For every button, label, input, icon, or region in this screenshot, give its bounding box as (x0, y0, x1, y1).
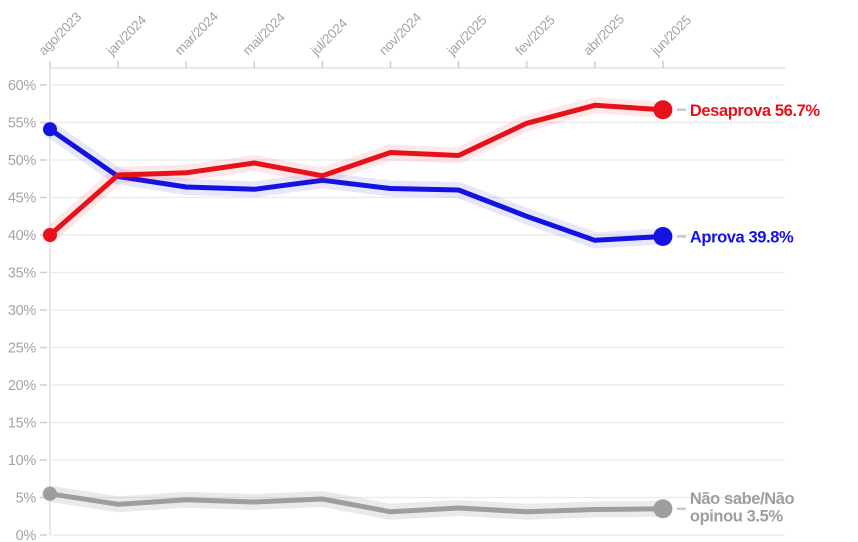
series-start-dot-aprova (43, 122, 57, 137)
y-tick-label: 35% (8, 266, 37, 282)
series-start-dot-desaprova (43, 228, 57, 242)
x-tick-label: ago/2023 (36, 9, 85, 58)
x-tick-label: jun/2025 (648, 13, 694, 59)
y-tick-label: 55% (8, 116, 37, 132)
y-tick-label: 5% (16, 491, 37, 507)
y-tick-label: 0% (16, 528, 37, 542)
x-tick-label: jan/2024 (103, 12, 150, 59)
series-end-label-desaprova: Desaprova 56.7% (690, 102, 820, 120)
y-tick-label: 30% (8, 303, 37, 319)
series-end-dot-nao-sabe-nao-opinou (653, 499, 673, 519)
y-tick-label: 15% (8, 416, 37, 432)
series-end-label-nao-sabe-nao-opinou: opinou 3.5% (690, 507, 784, 525)
x-tick-label: jul/2024 (307, 15, 351, 59)
x-tick-label: mar/2024 (172, 8, 222, 58)
y-tick-label: 60% (8, 78, 37, 94)
series-end-dot-desaprova (653, 100, 673, 120)
x-tick-label: fev/2025 (512, 13, 558, 59)
x-tick-label: abr/2025 (580, 12, 627, 59)
y-tick-label: 50% (8, 153, 37, 169)
x-tick-label: mai/2024 (240, 9, 289, 58)
series-line-nao-sabe-nao-opinou (47, 491, 666, 515)
series-halo-desaprova (42, 97, 671, 243)
y-tick-label: 25% (8, 341, 37, 357)
y-tick-label: 40% (8, 228, 37, 244)
series-end-dot-aprova (653, 227, 673, 246)
x-tick-label: jan/2025 (443, 13, 489, 59)
series-line-desaprova (47, 102, 666, 238)
y-tick-label: 20% (8, 378, 37, 394)
series-line-aprova (47, 126, 666, 243)
series-end-label-nao-sabe-nao-opinou: Não sabe/Não (690, 490, 795, 508)
y-tick-label: 45% (8, 191, 37, 207)
y-tick-label: 10% (8, 453, 37, 469)
x-tick-label: nov/2024 (376, 9, 425, 58)
series-end-label-aprova: Aprova 39.8% (690, 229, 794, 247)
series-start-dot-nao-sabe-nao-opinou (43, 486, 57, 501)
